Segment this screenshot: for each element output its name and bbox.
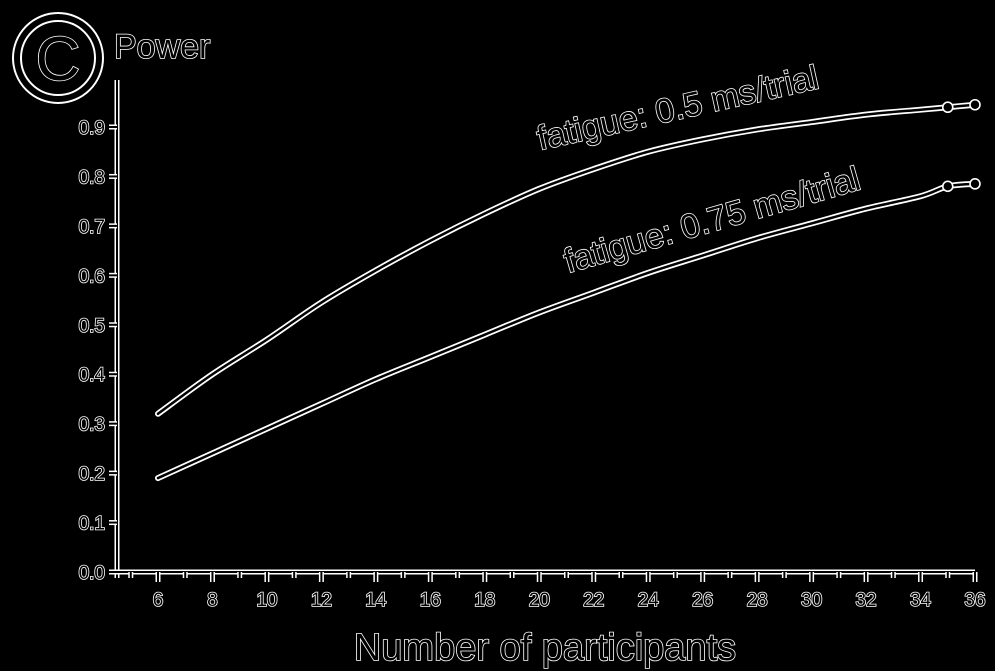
y-tick-label-2: 0.2 [79,464,105,485]
x-tick-label-4: 14 [365,590,387,611]
x-tick-label-8: 22 [583,590,604,611]
x-tick-label-6: 18 [474,590,495,611]
x-tick-label-10: 26 [692,590,713,611]
x-tick-label-1: 8 [207,590,218,611]
x-tick-label-9: 24 [638,590,660,611]
y-tick-label-1: 0.1 [79,514,105,535]
x-tick-label-15: 36 [964,590,985,611]
x-tick-label-3: 12 [311,590,332,611]
y-tick-label-9: 0.9 [79,118,105,139]
y-tick-label-5: 0.5 [79,316,105,337]
panel-badge: C [12,12,104,104]
series-line-1 [155,180,978,482]
x-tick-label-11: 28 [747,590,768,611]
series-1-marker-0 [941,180,954,193]
x-tick-label-0: 6 [153,590,164,611]
y-tick-label-7: 0.7 [79,217,105,238]
series-0-marker-0 [941,101,954,114]
y-axis: 0.0 0.1 0.2 0.3 0.4 0.5 0.6 0.7 0.8 0.9 [78,80,120,585]
chart-title: Power [114,28,210,66]
y-tick-label-4: 0.4 [79,365,106,386]
series-0-marker-1 [969,98,981,111]
plot-series [155,98,981,482]
y-tick-label-0: 0.0 [79,563,105,584]
panel-badge-inner-ring [20,20,96,96]
y-tick-label-6: 0.6 [79,266,105,287]
y-tick-label-3: 0.3 [79,415,105,436]
x-tick-label-5: 16 [420,590,441,611]
x-tick-label-12: 30 [801,590,822,611]
x-tick-label-14: 34 [910,590,932,611]
y-tick-label-8: 0.8 [79,167,105,188]
x-tick-label-7: 20 [529,590,550,611]
x-axis-title: Number of participants [354,627,736,669]
panel-badge-outer-ring [12,12,104,104]
series-1-marker-1 [969,178,981,190]
x-tick-label-2: 10 [256,590,277,611]
x-axis: 6 8 10 12 14 16 18 20 22 24 26 28 30 32 34 36 [111,569,986,612]
x-tick-label-13: 32 [855,590,876,611]
series-line-0 [155,101,978,417]
panel-letter: C [36,25,81,94]
